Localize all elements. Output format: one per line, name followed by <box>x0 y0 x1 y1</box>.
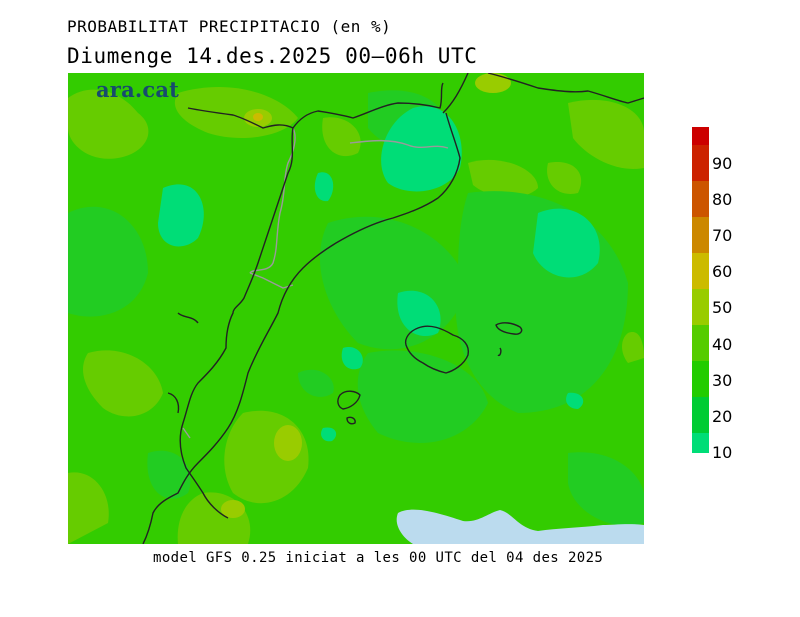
legend-band-0-10 <box>692 433 709 453</box>
legend-band-40-50 <box>692 289 709 325</box>
legend-label-60: 60 <box>712 262 733 281</box>
legend-label-20: 20 <box>712 407 733 426</box>
model-run-footer: model GFS 0.25 iniciat a les 00 UTC del … <box>153 550 604 566</box>
coastline <box>142 73 644 544</box>
prob-60-70-zones <box>253 113 263 121</box>
legend-label-50: 50 <box>712 298 733 317</box>
legend-label-30: 30 <box>712 371 733 390</box>
legend-band-60-70 <box>692 217 709 253</box>
precipitation-map <box>68 73 644 544</box>
legend-band-50-60 <box>692 253 709 289</box>
legend-label-40: 40 <box>712 335 733 354</box>
legend-band-30-40 <box>692 325 709 361</box>
legend-band-90-100 <box>692 127 709 145</box>
legend-band-20-30 <box>692 361 709 397</box>
prob-10-20-zones <box>158 106 600 442</box>
ara-cat-logo[interactable]: ara.cat <box>96 77 180 102</box>
legend-label-80: 80 <box>712 190 733 209</box>
map-title: PROBABILITAT PRECIPITACIO (en %) <box>67 17 392 36</box>
prob-below-10-zone <box>396 509 644 544</box>
legend-band-70-80 <box>692 181 709 217</box>
legend-label-10: 10 <box>712 443 733 462</box>
legend-label-70: 70 <box>712 226 733 245</box>
map-subtitle: Diumenge 14.des.2025 00–06h UTC <box>67 44 478 68</box>
legend-band-80-90 <box>692 145 709 181</box>
legend-label-90: 90 <box>712 154 733 173</box>
legend-band-10-20 <box>692 397 709 433</box>
